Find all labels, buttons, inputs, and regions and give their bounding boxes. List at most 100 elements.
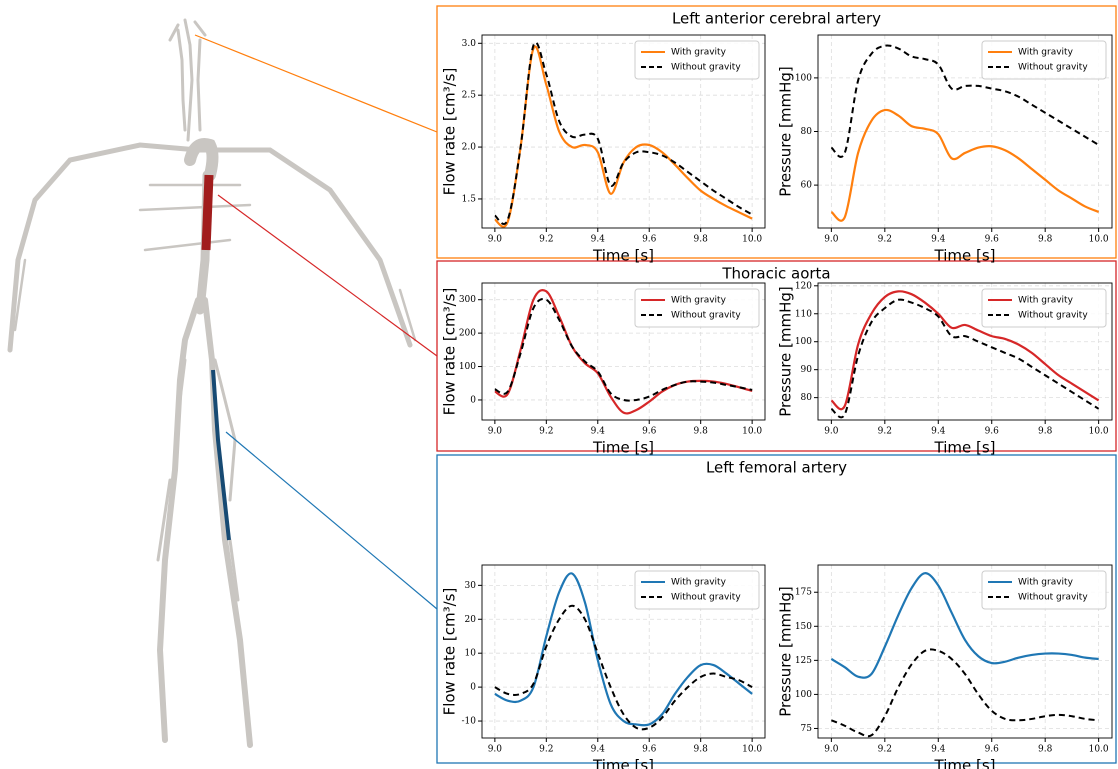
legend-label: With gravity (671, 296, 727, 306)
panel-title: Left anterior cerebral artery (672, 10, 881, 28)
chart: 80 90 100 110 120 9.0 9.2 9.4 9.6 9.8 10.0 Time [s]… (777, 281, 1113, 456)
y-tick-label: 80 (801, 127, 813, 137)
x-tick-label: 9.8 (1038, 235, 1053, 245)
x-tick-label: 9.0 (488, 427, 503, 437)
y-tick-label: 2.0 (462, 143, 477, 153)
y-tick-label: 150 (795, 622, 812, 632)
y-tick-label: 10 (465, 649, 477, 659)
y-axis-label: Pressure [mmHg] (777, 286, 795, 417)
x-tick-label: 9.0 (824, 745, 839, 755)
x-tick-label: 9.6 (985, 235, 1000, 245)
x-tick-label: 9.4 (591, 427, 606, 437)
y-tick-label: 125 (795, 656, 812, 666)
y-tick-label: 100 (459, 362, 476, 372)
y-tick-label: 120 (795, 281, 812, 291)
x-tick-label: 9.2 (539, 745, 553, 755)
y-tick-label: 2.5 (462, 91, 477, 101)
x-tick-label: 9.8 (694, 745, 709, 755)
x-tick-label: 9.6 (985, 427, 1000, 437)
x-tick-label: 9.6 (642, 235, 657, 245)
series-line (495, 606, 752, 730)
x-tick-label: 9.0 (824, 427, 839, 437)
y-tick-label: 90 (801, 365, 813, 375)
y-tick-label: 300 (459, 295, 476, 305)
y-tick-label: 60 (801, 181, 813, 191)
x-tick-label: 10.0 (1089, 427, 1109, 437)
y-axis-label: Flow rate [cm³/s] (441, 68, 459, 196)
x-tick-label: 9.6 (985, 745, 1000, 755)
chart: 75 100 125 150 175 9.0 9.2 9.4 9.6 9.8 10.0 Time [s… (777, 565, 1113, 769)
x-axis-label: Time [s] (592, 439, 654, 457)
x-axis-label: Time [s] (934, 439, 996, 457)
x-axis-label: Time [s] (934, 247, 996, 265)
legend-label: With gravity (1018, 48, 1074, 58)
connector-line (226, 432, 437, 609)
y-tick-label: -10 (462, 717, 477, 727)
x-tick-label: 9.4 (591, 745, 606, 755)
panel-title: Thoracic aorta (721, 265, 830, 283)
x-tick-label: 9.4 (591, 235, 606, 245)
y-tick-label: 200 (459, 329, 476, 339)
y-tick-label: 20 (465, 615, 477, 625)
y-axis-label: Flow rate [cm³/s] (441, 588, 459, 716)
x-tick-label: 9.8 (694, 235, 709, 245)
x-tick-label: 10.0 (742, 235, 762, 245)
connector-line (218, 195, 437, 356)
legend-label: Without gravity (1018, 63, 1088, 73)
x-axis-label: Time [s] (934, 757, 996, 769)
x-tick-label: 9.8 (1038, 427, 1053, 437)
chart: 01002003009.09.29.49.69.810.0Time [s]Flo… (441, 283, 766, 457)
panel-title: Left femoral artery (706, 459, 847, 477)
y-tick-label: 100 (795, 690, 812, 700)
legend-label: Without gravity (1018, 593, 1088, 603)
x-tick-label: 9.6 (642, 745, 657, 755)
x-tick-label: 9.2 (878, 427, 892, 437)
y-tick-label: 100 (795, 337, 812, 347)
y-axis-label: Pressure [mmHg] (777, 66, 795, 197)
y-tick-label: 110 (795, 309, 812, 319)
y-tick-label: 75 (801, 724, 813, 734)
y-axis-label: Pressure [mmHg] (777, 586, 795, 717)
x-tick-label: 9.0 (824, 235, 839, 245)
y-axis-label: Flow rate [cm³/s] (441, 288, 459, 416)
x-tick-label: 9.0 (488, 235, 503, 245)
x-tick-label: 9.4 (931, 745, 946, 755)
x-tick-label: 9.8 (1038, 745, 1053, 755)
vessel-tree (10, 20, 415, 745)
x-tick-label: 9.0 (488, 745, 503, 755)
x-tick-label: 9.4 (931, 427, 946, 437)
x-axis-label: Time [s] (592, 757, 654, 769)
y-tick-label: 175 (795, 588, 812, 598)
x-tick-label: 9.2 (539, 235, 553, 245)
series-line (831, 649, 1098, 736)
legend-label: Without gravity (671, 311, 741, 321)
x-tick-label: 10.0 (1089, 745, 1109, 755)
x-tick-label: 9.4 (931, 235, 946, 245)
x-tick-label: 9.6 (642, 427, 657, 437)
y-tick-label: 30 (465, 581, 477, 591)
figure: Left anterior cerebral artery Thoracic ao… (0, 0, 1118, 769)
connector-line (195, 35, 437, 132)
series-line (831, 110, 1098, 221)
legend-label: Without gravity (671, 63, 741, 73)
x-tick-label: 9.2 (539, 427, 553, 437)
y-tick-label: 0 (470, 683, 476, 693)
x-tick-label: 9.2 (878, 745, 892, 755)
legend-label: Without gravity (1018, 311, 1088, 321)
y-tick-label: 1.5 (462, 194, 477, 204)
x-tick-label: 10.0 (1089, 235, 1109, 245)
y-tick-label: 100 (795, 73, 812, 83)
x-tick-label: 9.8 (694, 427, 709, 437)
legend-label: With gravity (671, 578, 727, 588)
y-tick-label: 0 (470, 395, 476, 405)
x-axis-label: Time [s] (592, 247, 654, 265)
y-tick-label: 3.0 (462, 39, 477, 49)
legend-label: Without gravity (671, 593, 741, 603)
y-tick-label: 80 (801, 393, 813, 403)
legend-label: With gravity (1018, 296, 1074, 306)
chart: 1.5 2.0 2.5 3.0 9.0 9.2 9.4 9.6 9.8 10.0 Time [s] F… (441, 35, 766, 265)
x-tick-label: 9.2 (878, 235, 892, 245)
legend-label: With gravity (1018, 578, 1074, 588)
chart: 60 80 100 9.0 9.2 9.4 9.6 9.8 10.0 Time [s] Pressu… (777, 35, 1113, 265)
